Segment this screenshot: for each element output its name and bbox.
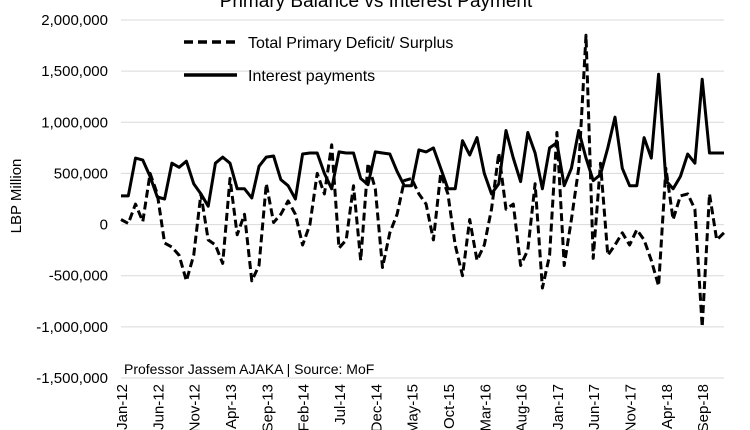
y-tick-label: 1,000,000	[41, 114, 108, 131]
x-tick-label: Nov-12	[187, 384, 204, 430]
x-tick-label: Jun-12	[150, 384, 167, 430]
legend-label-primary-balance: Total Primary Deficit/ Surplus	[248, 35, 453, 52]
y-tick-label: 500,000	[54, 165, 108, 182]
x-axis-ticks: Jan-12 Jun-12 Nov-12 Apr-13 Sep-13 Feb-14 Jul-…	[114, 384, 712, 430]
x-tick-label: Sep-18	[695, 384, 712, 430]
y-axis-ticks: 2,000,000 1,500,000 1,000,000 500,000 0 -500,…	[36, 12, 108, 387]
y-tick-label: -1,000,000	[36, 319, 108, 336]
x-tick-label: Jul-14	[332, 384, 349, 425]
x-tick-label: Jun-17	[586, 384, 603, 430]
source-annotation: Professor Jassem AJAKA | Source: MoF	[124, 361, 374, 377]
y-tick-label: -500,000	[49, 268, 108, 285]
x-tick-label: Jan-12	[114, 384, 131, 430]
series-line-interest-payments	[121, 72, 724, 208]
y-tick-label: 2,000,000	[41, 12, 108, 29]
x-tick-label: Sep-13	[259, 384, 276, 430]
x-tick-label: Apr-18	[659, 384, 676, 429]
chart-title: Primary Balance vs Interest Payment	[220, 0, 533, 12]
x-tick-label: Mar-16	[477, 384, 494, 430]
y-axis-label: LBP Million	[8, 159, 25, 234]
x-tick-label: Dec-14	[368, 384, 385, 430]
series-lines	[120, 33, 726, 329]
x-tick-label: Jan-17	[550, 384, 567, 430]
y-tick-label: 1,500,000	[41, 63, 108, 80]
x-tick-label: Feb-14	[296, 384, 313, 430]
legend-label-interest-payments: Interest payments	[248, 68, 375, 85]
x-tick-label: Nov-17	[623, 384, 640, 430]
series-line-primary-balance	[120, 33, 726, 329]
x-tick-label: Apr-13	[223, 384, 240, 429]
y-tick-label: -1,500,000	[36, 370, 108, 387]
x-tick-label: Aug-16	[514, 384, 531, 430]
y-tick-label: 0	[100, 217, 108, 234]
legend: Total Primary Deficit/ Surplus Interest …	[184, 35, 453, 85]
x-tick-label: May-15	[405, 384, 422, 430]
x-tick-label: Oct-15	[441, 384, 458, 429]
gridlines	[121, 19, 724, 379]
